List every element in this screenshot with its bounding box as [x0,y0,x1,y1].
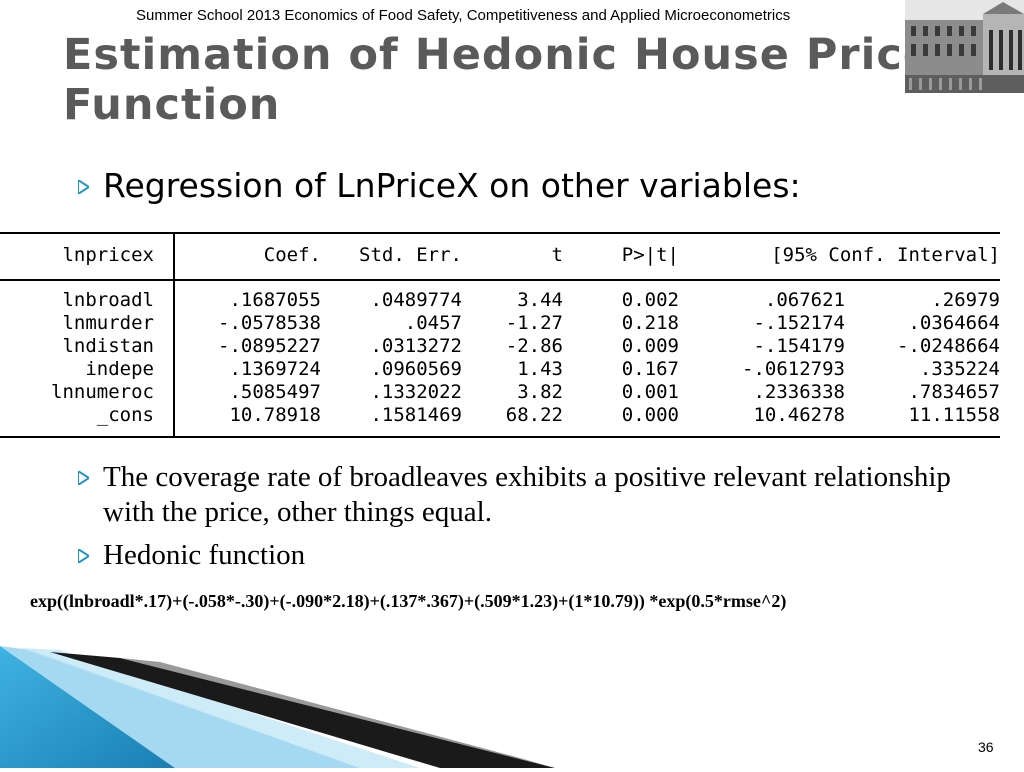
table-cell-p: 0.002 [621,289,679,311]
table-cell-coef: -.0578538 [218,312,321,334]
slide-title-line-2: Function [63,80,281,130]
table-cell-ci-high: .7834657 [908,381,1000,403]
table-cell-ci-low: .2336338 [753,381,845,403]
table-cell-stderr: .0457 [404,312,462,334]
table-cell-t: 3.82 [517,381,563,403]
table-cell-coef: .1369724 [229,358,321,380]
table-cell-variable: lnbroadl [62,289,154,311]
table-cell-ci-high: .0364664 [908,312,1000,334]
bullet-2-text: The coverage rate of broadleaves exhibit… [103,461,951,528]
hedonic-formula: exp((lnbroadl*.17)+(-.058*-.30)+(-.090*2… [30,591,787,611]
table-cell-variable: lnnumeroc [51,381,154,403]
bullet-2-icon [78,471,89,485]
decorative-swoosh [0,640,560,772]
table-cell-coef: .5085497 [229,381,321,403]
table-cell-ci-high: -.0248664 [897,335,1000,357]
table-cell-t: 3.44 [517,289,563,311]
table-cell-p: 0.167 [621,358,679,380]
table-cell-ci-high: .26979 [931,289,1000,311]
table-cell-stderr: .1581469 [370,404,462,426]
table-cell-ci-low: -.152174 [753,312,845,334]
table-cell-p: 0.218 [621,312,679,334]
table-header-cell: [95% Conf. Interval] [771,244,1000,266]
table-cell-t: -2.86 [505,335,563,357]
slide-title-line-1: Estimation of Hedonic House Price [63,30,933,80]
table-cell-variable: lndistan [62,335,154,357]
table-cell-ci-low: .067621 [764,289,845,311]
bullet-3-icon [78,549,89,563]
table-bottom-rule [0,436,1000,438]
building-photo [905,0,1024,93]
table-cell-stderr: .0960569 [370,358,462,380]
table-cell-t: 1.43 [517,358,563,380]
table-cell-ci-high: 11.11558 [908,404,1000,426]
table-cell-p: 0.001 [621,381,679,403]
table-cell-coef: .1687055 [229,289,321,311]
table-cell-coef: -.0895227 [218,335,321,357]
table-header-cell: Std. Err. [359,244,462,266]
table-header-rule [0,279,1000,281]
table-cell-ci-low: 10.46278 [753,404,845,426]
page-number: 36 [978,739,994,755]
bullet-1-text: Regression of LnPriceX on other variable… [103,166,801,205]
slide-title: Estimation of Hedonic House Price Functi… [63,30,933,130]
table-header-cell: t [551,244,563,266]
table-cell-stderr: .0313272 [370,335,462,357]
table-cell-ci-low: -.154179 [753,335,845,357]
table-cell-coef: 10.78918 [229,404,321,426]
bullet-1-icon [78,180,89,194]
table-header-cell: lnpricex [62,244,154,266]
table-cell-stderr: .0489774 [370,289,462,311]
table-cell-ci-low: -.0612793 [742,358,845,380]
table-header-cell: P>|t| [621,244,679,266]
header-note: Summer School 2013 Economics of Food Saf… [136,7,791,24]
bullet-3-text: Hedonic function [103,539,306,571]
table-top-rule [0,232,1000,234]
table-cell-variable: indepe [85,358,154,380]
table-cell-t: 68.22 [505,404,563,426]
table-cell-p: 0.009 [621,335,679,357]
table-cell-stderr: .1332022 [370,381,462,403]
table-divider [173,233,175,436]
table-cell-t: -1.27 [505,312,563,334]
table-cell-p: 0.000 [621,404,679,426]
table-header-cell: Coef. [263,244,321,266]
table-cell-variable: lnmurder [62,312,154,334]
table-cell-variable: _cons [96,404,154,426]
table-cell-ci-high: .335224 [919,358,1000,380]
